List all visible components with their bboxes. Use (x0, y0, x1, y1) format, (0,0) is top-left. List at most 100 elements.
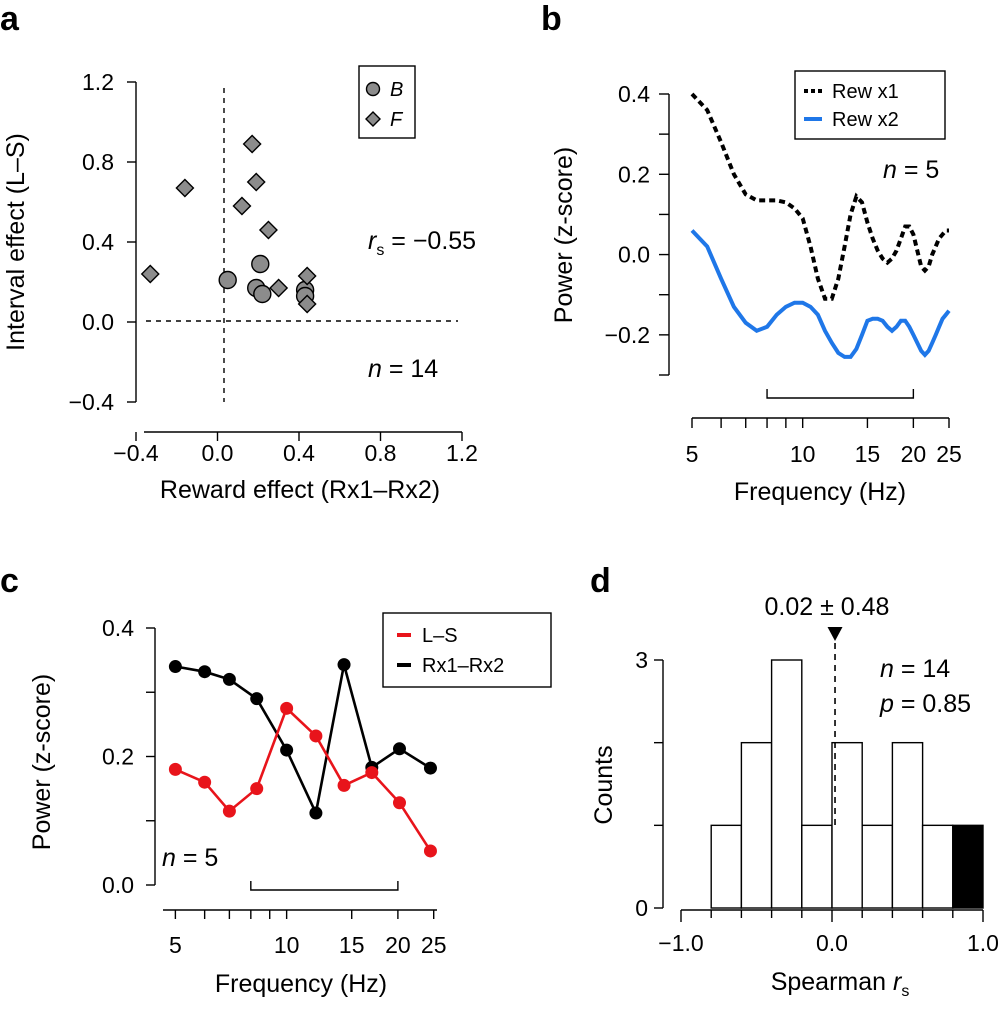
panel-b-y-tick-label: 0.4 (618, 81, 650, 107)
panel-d-xlabel-subscript: s (901, 983, 909, 1000)
panel-a-x-tick-label: 0.8 (365, 440, 397, 466)
point-rx1-rx2 (309, 806, 323, 820)
panel-a-y-tick-label: 0.8 (82, 149, 114, 175)
point-l-s (365, 766, 379, 780)
panel-d-p-value: = 0.85 (894, 690, 971, 718)
point-l-s (309, 729, 323, 743)
point-rx1-rx2 (392, 742, 406, 756)
panel-a-legend-box (358, 65, 416, 139)
panel-a-xlabel: Reward effect (Rx1–Rx2) (160, 476, 440, 504)
panel-a-r-subscript: s (376, 242, 384, 259)
legend-f-marker (365, 111, 381, 127)
panel-a: a −0.4 0.0 0.4 0.8 1.2 −0.40.00.40.81.2 B F … (0, 0, 478, 504)
panel-b-x-ticks: 5 10 15 20 25 (686, 418, 962, 467)
histogram-bar (831, 741, 863, 909)
panel-c-x-tick-label: 25 (421, 932, 447, 958)
panel-c-n-value: = 5 (176, 844, 218, 872)
panel-d-x-tick-label: −1.0 (658, 930, 703, 956)
panel-d-bars (710, 659, 984, 909)
histogram-bar (710, 824, 743, 909)
panel-c-n-symbol: n (162, 844, 176, 872)
panel-c-legend: L–S Rx1–Rx2 (382, 612, 552, 688)
panel-d-y-tick-label: 3 (635, 647, 648, 673)
panel-c-xlabel: Frequency (Hz) (215, 970, 387, 998)
point-f (140, 264, 160, 284)
panel-d-label: d (590, 562, 611, 600)
point-l-s (392, 796, 406, 810)
point-f (242, 134, 262, 154)
point-rx1-rx2 (168, 660, 182, 674)
panel-b-frequency-bracket (766, 389, 915, 399)
panel-b-y-tick-label: 0.0 (618, 242, 650, 268)
panel-d-y-tick-label: 0 (635, 895, 648, 921)
panel-a-x-tick-label: 0.4 (283, 440, 315, 466)
panel-a-n-annotation: n = 14 (368, 355, 438, 383)
point-b (218, 270, 237, 290)
point-rx1-rx2 (222, 672, 236, 686)
panel-b-x-tick-label: 15 (855, 441, 881, 467)
point-l-s (168, 762, 182, 776)
legend-rx1-rx2-label: Rx1–Rx2 (422, 655, 504, 677)
histogram-bar-highlighted (952, 824, 984, 909)
panel-a-r-symbol: r (368, 227, 378, 255)
series-l-s-line (174, 706, 432, 852)
panel-a-x-tick-label: 0.0 (202, 440, 234, 466)
panel-d-mean-marker-icon (827, 627, 843, 641)
panel-a-r-annotation: rs = −0.55 (368, 227, 476, 259)
histogram-bar (801, 824, 833, 909)
panel-b-y-tick-label: −0.2 (605, 322, 650, 348)
panel-b-label: b (541, 0, 562, 38)
point-l-s (337, 778, 351, 792)
panel-d-n-symbol: n (880, 655, 894, 683)
point-b (251, 254, 270, 274)
panel-b-xlabel: Frequency (Hz) (734, 478, 906, 506)
legend-rew-x2-label: Rew x2 (832, 109, 899, 131)
point-rx1-rx2 (423, 761, 437, 775)
series-rew-x2-line (690, 229, 951, 359)
panel-a-x-tick-label: −0.4 (113, 440, 159, 466)
point-l-s (280, 701, 294, 715)
panel-c-x-ticks: 5 10 15 20 25 (169, 910, 447, 958)
panel-c-n-annotation: n = 5 (162, 844, 218, 872)
panel-a-y-tick-label: 1.2 (82, 69, 114, 95)
panel-c-x-tick-label: 20 (385, 932, 411, 958)
histogram-bar (861, 824, 894, 909)
panel-b-x-tick-label: 10 (790, 441, 816, 467)
panel-c-legend-box (382, 612, 552, 688)
panel-d-ylabel: Counts (590, 745, 618, 824)
histogram-bar (740, 741, 773, 909)
panel-b-x-tick-label: 20 (901, 441, 927, 467)
panel-c-y-tick-label: 0.2 (102, 744, 134, 770)
panel-b: b 5 10 15 20 25 0.40.20.0−0.2 Rew x1 Rew x2 … (541, 0, 962, 506)
panel-b-x-tick-label: 25 (936, 441, 962, 467)
panel-c-y-tick-label: 0.4 (102, 615, 134, 641)
series-rew-x1-line (690, 92, 949, 301)
panel-d-x-ticks: −1.0 0.0 1.0 (658, 910, 999, 956)
legend-l-s-label: L–S (422, 625, 458, 647)
panel-d-y-ticks: 30 (635, 647, 663, 921)
point-f (297, 266, 317, 286)
panel-b-n-value: = 5 (897, 156, 939, 184)
panel-c-ylabel: Power (z-score) (28, 674, 56, 850)
panel-d-xlabel: Spearman rs (771, 968, 910, 1000)
panel-a-x-ticks: −0.4 0.0 0.4 0.8 1.2 (113, 432, 478, 466)
series-rx1-rx2-line (175, 664, 432, 818)
point-f (269, 278, 289, 298)
panel-b-y-tick-label: 0.2 (618, 161, 650, 187)
panel-a-x-tick-label: 1.2 (446, 440, 478, 466)
panel-b-n-symbol: n (883, 156, 897, 184)
panel-a-points (140, 134, 317, 314)
point-f (258, 220, 278, 240)
histogram-bar (921, 824, 954, 909)
panel-c-frequency-bracket (250, 881, 399, 891)
point-l-s (198, 775, 212, 789)
panel-d-n-value: = 14 (894, 655, 950, 683)
histogram-bar (770, 659, 803, 909)
panel-c-points (168, 658, 437, 858)
panel-b-legend-box (794, 70, 946, 140)
panel-a-n-value: = 14 (382, 355, 438, 383)
histogram-bar (891, 741, 924, 909)
panel-a-y-tick-label: 0.0 (82, 309, 114, 335)
point-l-s (250, 782, 264, 796)
point-f (175, 178, 195, 198)
